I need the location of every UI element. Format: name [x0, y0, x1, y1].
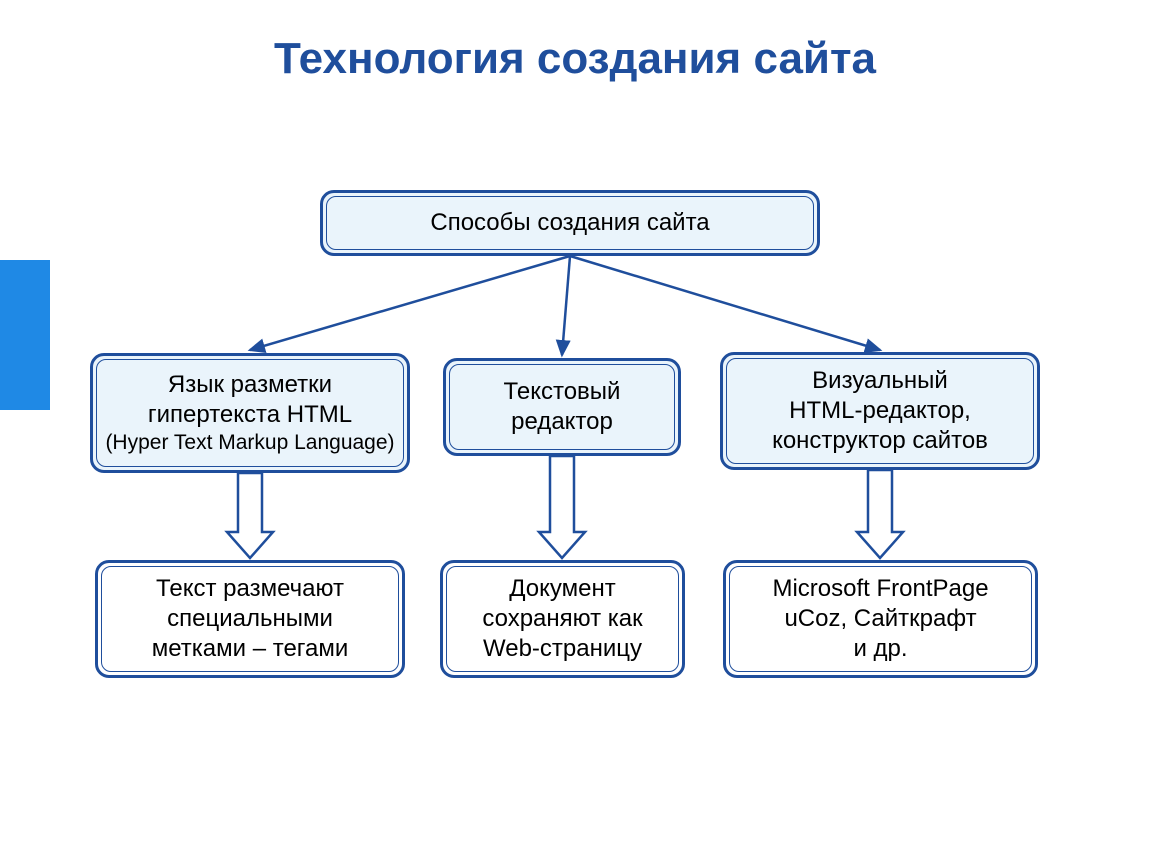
node-mid_left-subline: (Hyper Text Markup Language) [105, 430, 394, 456]
node-bot_right-line: и др. [853, 634, 907, 664]
node-bot_center-line: Документ [509, 574, 615, 604]
node-mid_right-line: конструктор сайтов [772, 426, 988, 456]
node-mid_right-line: Визуальный [812, 366, 948, 396]
node-mid_left-line: Язык разметки [168, 370, 332, 400]
node-root: Способы создания сайта [320, 190, 820, 256]
node-mid_center: Текстовыйредактор [443, 358, 681, 456]
node-bot_right-line: uCoz, Сайткрафт [784, 604, 976, 634]
slide: Технология создания сайта Способы создан… [0, 0, 1150, 864]
node-bot_right-line: Microsoft FrontPage [772, 574, 988, 604]
node-bot_left-line: специальными [167, 604, 333, 634]
node-mid_left-line: гипертекста HTML [148, 400, 352, 430]
node-mid_right: ВизуальныйHTML-редактор,конструктор сайт… [720, 352, 1040, 470]
node-bot_center-line: Web-страницу [483, 634, 642, 664]
node-mid_left: Язык разметкигипертекста HTML(Hyper Text… [90, 353, 410, 473]
node-root-line: Способы создания сайта [430, 208, 709, 238]
node-mid_right-line: HTML-редактор, [789, 396, 971, 426]
node-bot_left: Текст размечаютспециальнымиметками – тег… [95, 560, 405, 678]
block-arrow-1 [539, 456, 585, 558]
solid-arrow-2 [570, 256, 880, 350]
node-bot_right: Microsoft FrontPageuCoz, Сайткрафти др. [723, 560, 1038, 678]
slide-title: Технология создания сайта [0, 34, 1150, 84]
accent-bar [0, 260, 50, 410]
block-arrow-0 [227, 473, 273, 558]
node-bot_left-line: метками – тегами [152, 634, 349, 664]
node-mid_center-line: редактор [511, 407, 613, 437]
node-mid_center-line: Текстовый [504, 377, 621, 407]
solid-arrow-1 [562, 256, 570, 355]
node-bot_left-line: Текст размечают [156, 574, 344, 604]
node-bot_center-line: сохраняют как [482, 604, 642, 634]
solid-arrow-0 [250, 256, 570, 350]
node-bot_center: Документсохраняют какWeb-страницу [440, 560, 685, 678]
block-arrow-2 [857, 470, 903, 558]
